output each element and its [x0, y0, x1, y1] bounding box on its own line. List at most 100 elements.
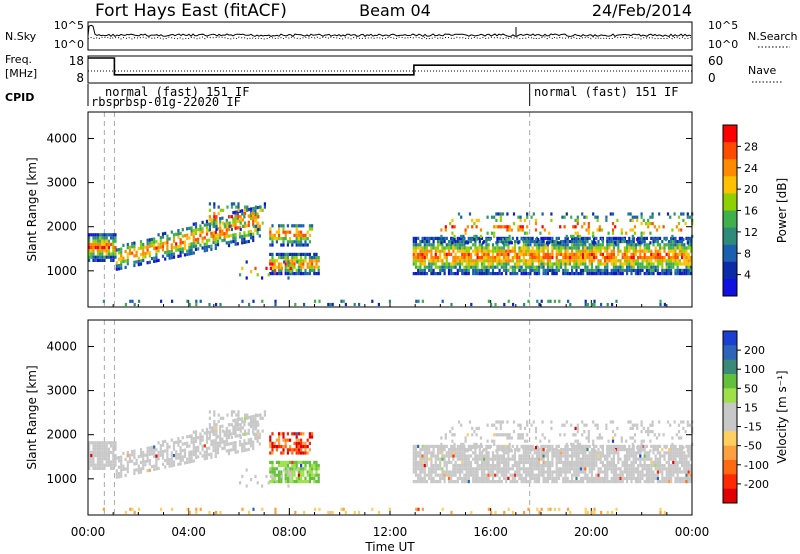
velocity-cell — [284, 473, 287, 477]
power-cell — [246, 205, 249, 209]
velocity-cell — [232, 419, 235, 423]
velocity-cell — [575, 448, 578, 452]
velocity-cell — [487, 460, 490, 464]
power-cell — [485, 243, 488, 247]
power-cell — [546, 246, 549, 250]
power-colorbar-swatch — [723, 244, 737, 263]
power-cell — [623, 252, 626, 256]
velocity-cell — [544, 464, 547, 468]
velocity-cell — [327, 510, 330, 515]
power-cell — [461, 259, 464, 263]
power-cell — [588, 268, 591, 272]
velocity-cell — [188, 454, 191, 458]
velocity-cell — [610, 464, 613, 468]
power-cell — [504, 225, 507, 229]
velocity-cell — [166, 445, 169, 449]
velocity-cell — [289, 445, 292, 449]
velocity-cell — [588, 480, 591, 484]
power-cell — [533, 272, 536, 276]
velocity-cell — [682, 446, 685, 450]
power-cell — [133, 260, 136, 264]
velocity-cell — [203, 450, 206, 454]
velocity-cell — [649, 449, 652, 453]
velocity-cell — [417, 464, 420, 468]
velocity-cell — [564, 476, 567, 480]
velocity-cell — [463, 448, 466, 452]
velocity-cell — [179, 452, 182, 456]
velocity-cell — [183, 448, 187, 452]
power-cell — [508, 241, 511, 245]
power-cell — [584, 268, 587, 272]
velocity-cell — [188, 460, 191, 464]
velocity-cell — [610, 470, 613, 474]
velocity-cell — [498, 448, 501, 452]
velocity-cell — [194, 430, 198, 434]
velocity-cell — [667, 457, 670, 461]
power-cell — [252, 219, 255, 223]
velocity-cell — [656, 457, 659, 461]
velocity-cell — [183, 454, 187, 459]
velocity-cell — [549, 444, 552, 448]
power-cell — [632, 259, 635, 263]
velocity-cell — [529, 476, 532, 480]
velocity-cell — [659, 457, 662, 461]
velocity-cell — [166, 442, 169, 446]
power-cell — [577, 272, 580, 276]
velocity-cell — [663, 444, 666, 448]
velocity-cell — [538, 470, 541, 474]
power-cell — [689, 246, 692, 250]
velocity-cell — [672, 460, 675, 464]
power-cell — [529, 236, 532, 240]
power-cell — [677, 215, 681, 219]
velocity-cell — [190, 453, 193, 457]
power-cell — [663, 256, 666, 260]
velocity-cell — [428, 473, 431, 477]
velocity-cell — [90, 441, 93, 445]
velocity-cell — [648, 473, 651, 477]
velocity-cell — [96, 457, 99, 461]
power-cell — [520, 272, 523, 276]
velocity-cell — [454, 448, 457, 452]
velocity-cell — [423, 480, 426, 484]
power-cell — [244, 208, 247, 212]
power-cell — [568, 246, 571, 250]
velocity-cell — [586, 476, 589, 480]
velocity-cell — [634, 476, 637, 480]
power-cell — [595, 256, 598, 260]
velocity-cell — [507, 476, 510, 480]
velocity-cell — [549, 476, 552, 480]
velocity-cell — [456, 470, 459, 474]
power-cell — [505, 259, 508, 263]
velocity-cell — [329, 510, 332, 515]
power-cell — [423, 256, 426, 260]
power-cell — [626, 259, 629, 263]
velocity-cell — [249, 437, 253, 441]
velocity-cell — [529, 473, 532, 477]
power-cell — [522, 256, 525, 260]
power-cell — [203, 236, 206, 240]
velocity-cell — [203, 444, 206, 448]
power-cell — [124, 265, 127, 269]
power-cell — [421, 299, 424, 303]
power-cell — [465, 252, 468, 256]
velocity-cell — [604, 470, 607, 474]
power-cell — [142, 249, 145, 253]
velocity-cell — [513, 473, 517, 477]
velocity-cell — [557, 457, 560, 461]
velocity-cell — [107, 441, 110, 445]
power-cell — [293, 252, 296, 256]
power-cell — [248, 302, 251, 307]
velocity-cell — [612, 476, 615, 480]
power-cell — [600, 228, 604, 232]
power-cell — [500, 252, 503, 256]
velocity-cell — [551, 476, 554, 480]
power-cell — [478, 272, 481, 276]
power-cell — [665, 262, 668, 266]
power-cell — [535, 246, 539, 250]
velocity-cell — [273, 470, 276, 474]
power-cell — [461, 240, 464, 244]
velocity-cell — [575, 464, 578, 468]
power-cell — [90, 255, 93, 259]
velocity-cell — [689, 464, 692, 468]
velocity-cell — [293, 464, 296, 468]
